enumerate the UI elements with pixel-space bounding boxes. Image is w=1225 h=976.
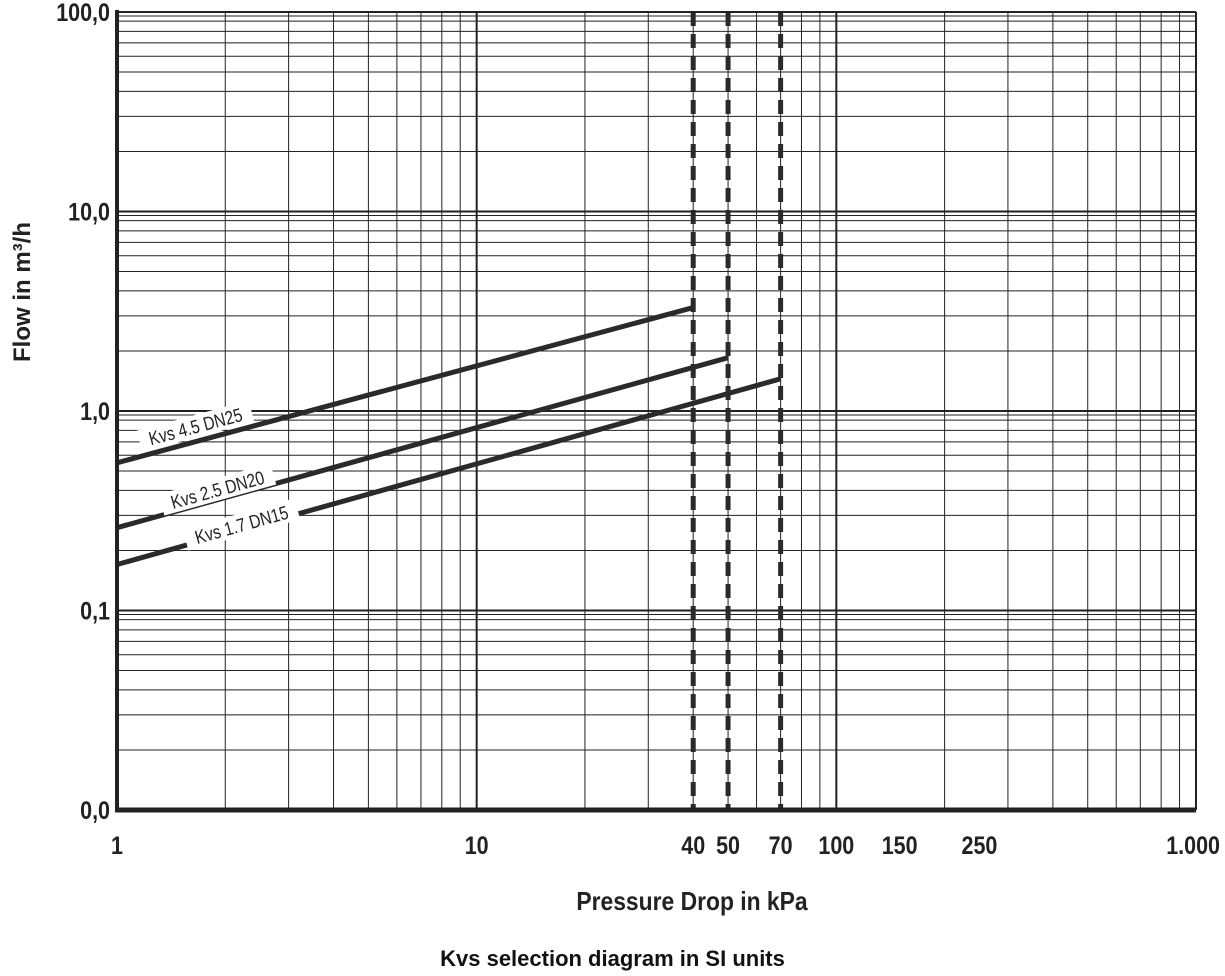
x-tick-label: 70 [769,831,793,859]
x-tick-label: 1.000 [1166,831,1220,859]
series-line-1 [116,305,694,466]
y-axis-label: Flow in m³/h [9,222,36,362]
y-tick-labels: 0,0 0,1 1,0 10,0 100,0 [56,0,110,824]
y-tick-label: 1,0 [80,397,110,425]
x-tick-label: 40 [681,831,705,859]
series-label-bg [182,498,301,551]
vertical-limit-lines [690,12,784,810]
x-tick-label: 1 [111,831,123,859]
y-tick-label: 10,0 [68,198,110,226]
y-tick-label: 100,0 [56,0,110,26]
x-axis-label: Pressure Drop in kPa [576,888,808,917]
y-tick-label: 0,0 [80,796,110,824]
x-tick-label: 10 [465,831,489,859]
x-tick-label: 150 [882,831,918,859]
series-label-bg [158,463,277,516]
series-label-bg [136,400,255,452]
chart-axes [115,10,1197,813]
x-tick-label: 250 [962,831,998,859]
y-tick-label: 0,1 [80,597,110,625]
chart-caption: Kvs selection diagram in SI units [440,946,785,971]
x-tick-label: 50 [716,831,740,859]
x-tick-label: 100 [818,831,854,859]
x-tick-labels: 1 10 40 50 70 100 150 250 1.000 [111,831,1220,859]
series-label-3: Kvs 1.7 DN15 [192,501,290,548]
series-label-2: Kvs 2.5 DN20 [168,466,266,513]
